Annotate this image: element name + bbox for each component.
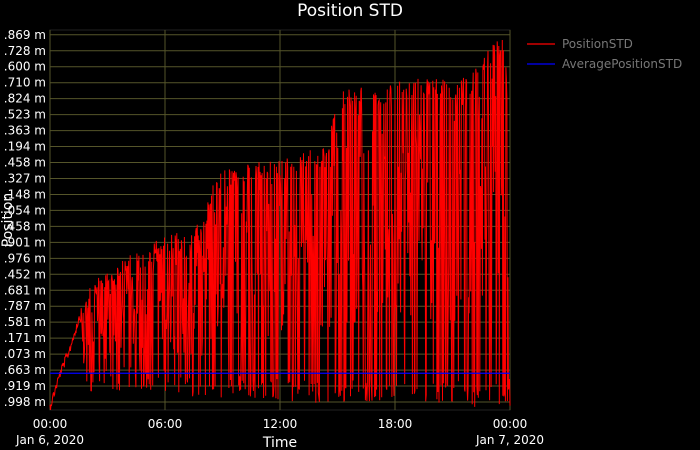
y-tick-label: .710 m — [4, 76, 46, 90]
y-tick-label: .581 m — [4, 315, 46, 329]
legend: PositionSTD AveragePositionSTD — [527, 37, 682, 71]
y-tick-label: .194 m — [4, 140, 46, 154]
y-tick-label: .458 m — [4, 156, 46, 170]
y-tick-label: .824 m — [4, 92, 46, 106]
y-tick-label: .363 m — [4, 124, 46, 138]
y-tick-label: .054 m — [4, 203, 46, 217]
x-axis-title: Time — [262, 435, 297, 450]
x-tick-date-label: Jan 7, 2020 — [475, 433, 544, 447]
y-tick-label: .663 m — [4, 363, 46, 377]
x-tick-label: 06:00 — [148, 417, 183, 431]
x-tick-date-label: Jan 6, 2020 — [15, 433, 84, 447]
y-tick-label: .728 m — [4, 44, 46, 58]
y-tick-label: .919 m — [4, 379, 46, 393]
x-tick-label: 18:00 — [378, 417, 413, 431]
y-tick-label: .458 m — [4, 219, 46, 233]
y-tick-label: .452 m — [4, 267, 46, 281]
y-tick-label: .998 m — [4, 395, 46, 409]
y-tick-label: .600 m — [4, 60, 46, 74]
y-axis-ticks: .998 m .919 m .663 m .073 m .171 m .581 m .787… — [4, 28, 46, 409]
position-std-line — [49, 39, 511, 410]
y-tick-label: .523 m — [4, 108, 46, 122]
y-tick-label: .681 m — [4, 283, 46, 297]
y-tick-label: .073 m — [4, 347, 46, 361]
y-tick-label: .787 m — [4, 299, 46, 313]
y-tick-label: .869 m — [4, 28, 46, 42]
y-tick-label: .148 m — [4, 187, 46, 201]
chart-title: Position STD — [297, 1, 403, 21]
legend-label-average-position-std: AveragePositionSTD — [562, 57, 682, 71]
y-tick-label: .171 m — [4, 331, 46, 345]
y-axis-title: Position — [0, 193, 16, 248]
x-tick-label: 12:00 — [263, 417, 298, 431]
legend-label-position-std: PositionSTD — [562, 37, 633, 51]
y-tick-label: .901 m — [4, 235, 46, 249]
x-tick-label: 00:00 — [493, 417, 528, 431]
y-tick-label: .976 m — [4, 251, 46, 265]
x-tick-label: 00:00 — [33, 417, 68, 431]
series-position-std — [49, 39, 511, 410]
x-axis-ticks: 00:00 Jan 6, 2020 06:00 12:00 18:00 00:00 Jan … — [15, 417, 544, 447]
y-tick-label: .327 m — [4, 171, 46, 185]
